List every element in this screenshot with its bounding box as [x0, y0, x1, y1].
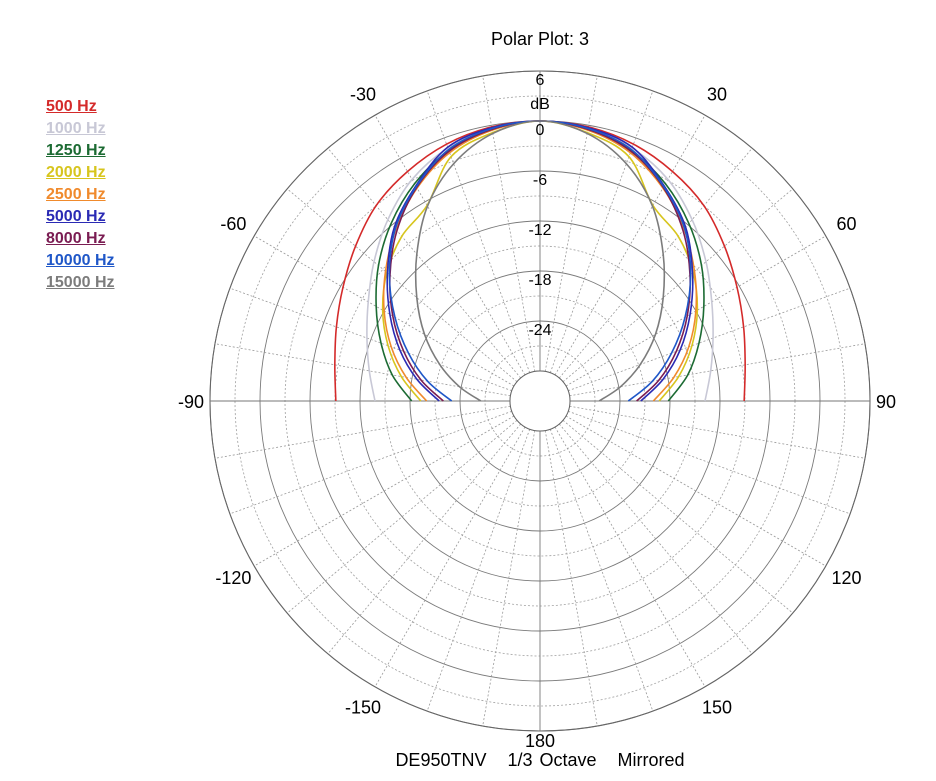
angle-label: 30: [707, 84, 727, 104]
grid-spoke: [327, 147, 522, 379]
angle-label: -150: [345, 698, 381, 718]
legend-item: 1000 Hz: [46, 120, 106, 137]
angle-label: -30: [350, 84, 376, 104]
grid-spoke: [327, 423, 522, 655]
radial-tick-label: -12: [528, 222, 551, 239]
grid-spoke: [562, 188, 794, 383]
legend-item: 15000 Hz: [46, 274, 115, 291]
grid-spoke: [562, 419, 794, 614]
grid-spoke: [286, 419, 518, 614]
angle-label: 120: [832, 568, 862, 588]
angle-label: 60: [837, 214, 857, 234]
chart-title: Polar Plot: 3: [490, 29, 590, 49]
legend-item: 5000 Hz: [46, 208, 106, 225]
legend-item: 2500 Hz: [46, 186, 106, 203]
center-disc: [509, 370, 571, 432]
legend: 500 Hz 1000 Hz 1250 Hz 2000 Hz 2500 Hz 5000 H…: [46, 96, 115, 294]
grid-spoke: [558, 423, 753, 655]
angle-label: 90: [876, 392, 896, 412]
angle-label: -90: [178, 392, 204, 412]
grid-spoke: [286, 188, 518, 383]
polar-grid: [209, 70, 871, 732]
radial-tick-label: -24: [528, 322, 551, 339]
legend-item: 500 Hz: [46, 98, 97, 115]
angle-label: 150: [702, 698, 732, 718]
legend-item: 10000 Hz: [46, 252, 115, 269]
grid-spoke: [558, 147, 753, 379]
angle-label: -60: [220, 214, 246, 234]
legend-item: 8000 Hz: [46, 230, 106, 247]
radial-tick-label: 0: [536, 122, 545, 139]
radial-tick-label: -18: [528, 272, 551, 289]
response-curves: [334, 120, 746, 402]
radial-tick-label: 6: [536, 72, 545, 89]
axis-labels: 60-6-12-18-24dB306090120150180-150-120-9…: [178, 72, 896, 751]
angle-label: 180: [525, 731, 555, 751]
legend-item: 1250 Hz: [46, 142, 106, 159]
legend-item: 2000 Hz: [46, 164, 106, 181]
radial-unit-label: dB: [530, 96, 550, 113]
curve-15000-hz: [414, 120, 666, 402]
radial-tick-label: -6: [533, 172, 547, 189]
angle-label: -120: [215, 568, 251, 588]
chart-footer: DE950TNV 1/3 Octave Mirrored: [395, 750, 685, 770]
